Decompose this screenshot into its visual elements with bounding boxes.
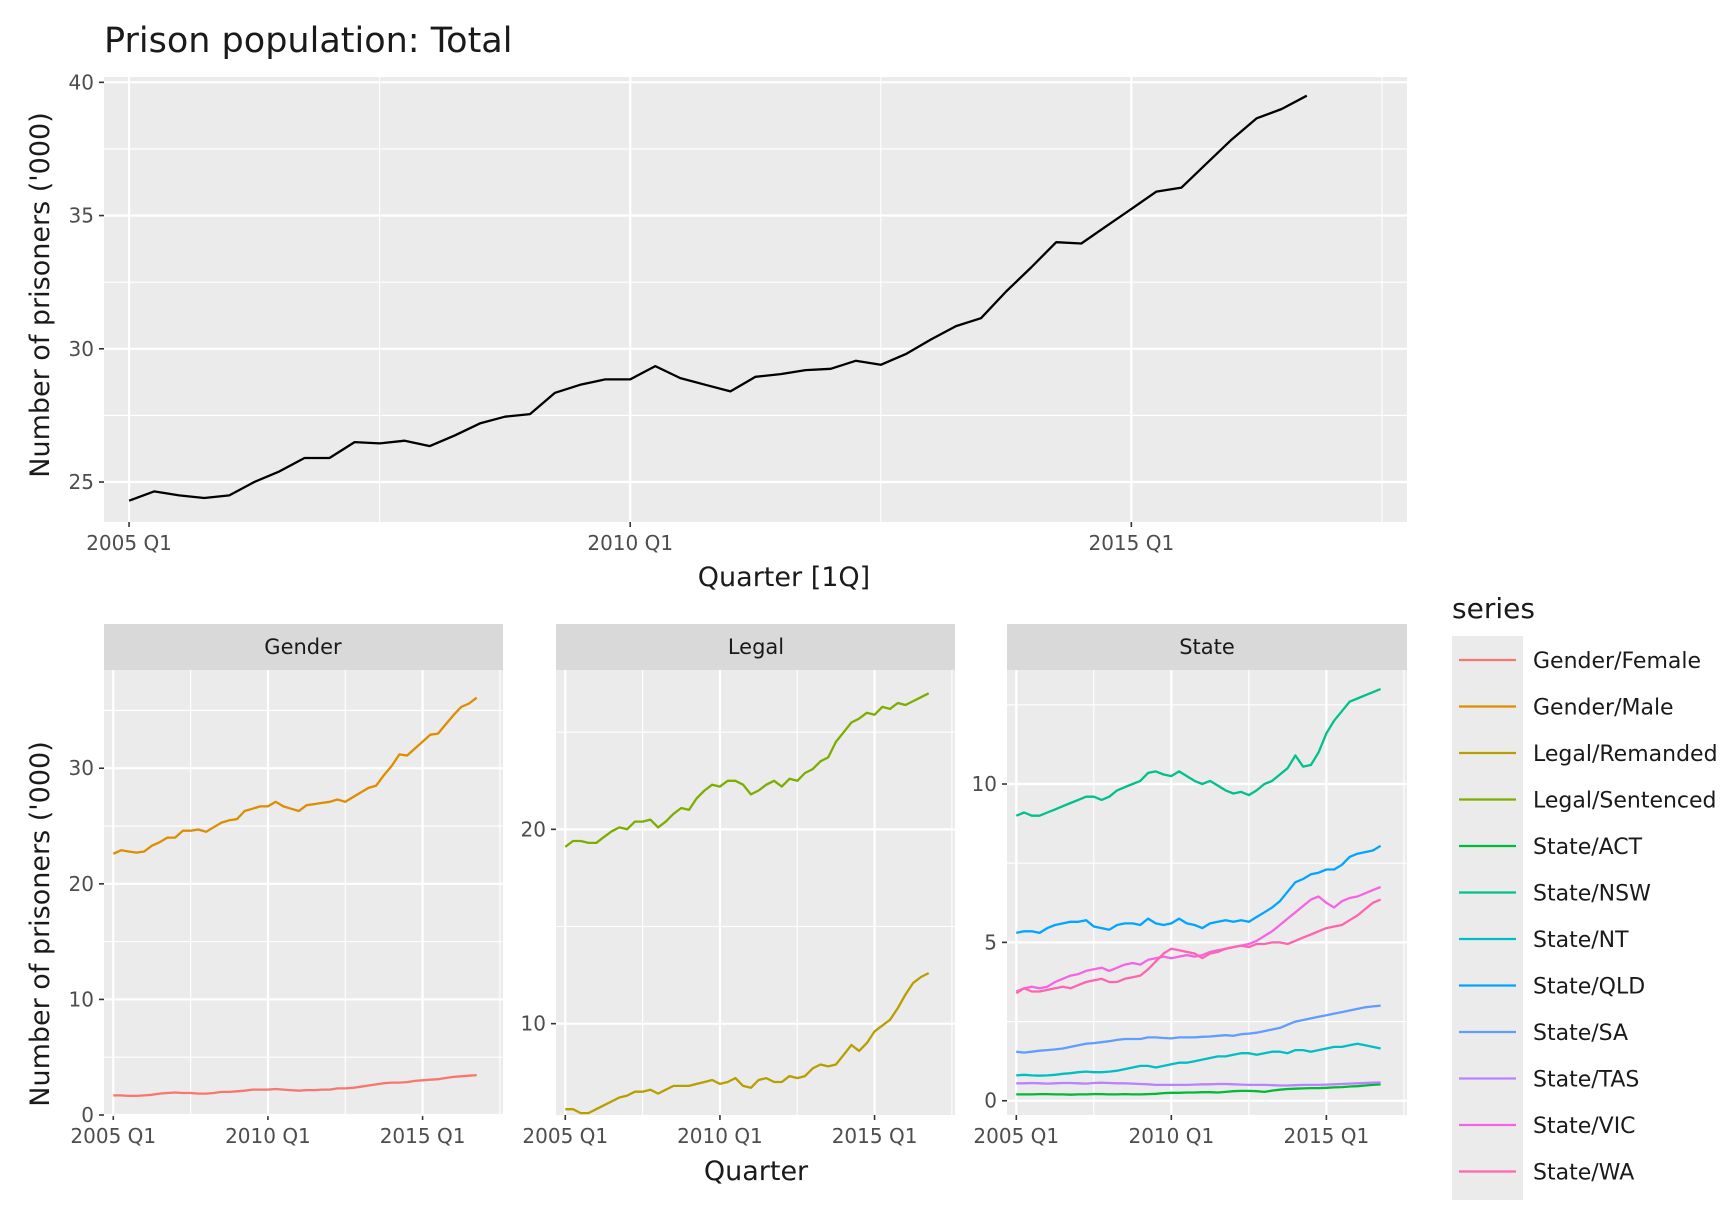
- legal-sentenced-legend-label: Legal/Sentenced: [1533, 789, 1717, 814]
- total-panel: 2005 Q1 2010 Q1 2015 Q1 25 30 35 40: [69, 70, 1407, 555]
- state-x-tick-label: 2015 Q1: [1284, 1124, 1370, 1148]
- total-y-tick-label: 35: [69, 204, 94, 228]
- state-strip: [1007, 624, 1407, 670]
- gender-x-tick-label: 2010 Q1: [225, 1124, 311, 1148]
- state-x-tick-label: 2010 Q1: [1128, 1124, 1214, 1148]
- state-sa-legend-label: State/SA: [1533, 1021, 1628, 1046]
- state-qld-series-line: [1016, 844, 1382, 935]
- legal-strip: [556, 624, 955, 670]
- legal-x-tick-label: 2005 Q1: [522, 1124, 608, 1148]
- gender-x-tick-label: 2005 Q1: [70, 1124, 156, 1148]
- gender-strip: [104, 624, 503, 670]
- gender-x-tick-label: 2015 Q1: [380, 1124, 466, 1148]
- gender-y-tick-label: 10: [69, 987, 94, 1011]
- state-nsw-legend-label: State/NSW: [1533, 882, 1651, 907]
- legal-remanded-series-line: [565, 972, 930, 1115]
- bottom-y-axis-title: Number of prisoners ('000): [25, 741, 56, 1106]
- total-x-tick-label: 2005 Q1: [86, 531, 172, 555]
- total-panel-background: [104, 77, 1407, 522]
- legal-sentenced-series-line: [564, 692, 930, 848]
- gender-female-legend-label: Gender/Female: [1533, 649, 1701, 674]
- legal-y-tick-label: 10: [521, 1012, 546, 1036]
- gender-panel-background: [104, 670, 503, 1115]
- legal-strip-label: Legal: [728, 635, 784, 659]
- legal-y-tick-label: 20: [521, 817, 546, 841]
- legal-x-tick-label: 2010 Q1: [677, 1124, 763, 1148]
- bottom-x-axis-title: Quarter: [704, 1156, 809, 1187]
- legal-panel-background: [556, 670, 955, 1115]
- series-legend: series Gender/Female Gender/Male Legal/Rem…: [1452, 592, 1718, 1200]
- legal-remanded-legend-label: Legal/Remanded: [1533, 742, 1718, 767]
- state-vic-legend-label: State/VIC: [1533, 1114, 1636, 1139]
- total-x-tick-label: 2010 Q1: [587, 531, 673, 555]
- total-y-tick-label: 30: [69, 337, 94, 361]
- state-nsw-series-line: [1015, 687, 1382, 817]
- gender-panel: 2005 Q1 2010 Q1 2015 Q1 0 10 20 30: [69, 670, 503, 1148]
- state-wa-legend-label: State/WA: [1533, 1161, 1634, 1186]
- state-act-series-line: [1016, 1083, 1381, 1096]
- total-y-tick-label: 40: [69, 70, 94, 94]
- state-act-legend-label: State/ACT: [1533, 835, 1643, 860]
- gender-y-tick-label: 20: [69, 872, 94, 896]
- total-y-tick-label: 25: [69, 470, 94, 494]
- state-wa-series-line: [1015, 898, 1382, 995]
- state-nt-legend-label: State/NT: [1533, 928, 1629, 953]
- state-strip-label: State: [1179, 635, 1235, 659]
- state-tas-series-line: [1016, 1081, 1381, 1087]
- state-y-tick-label: 0: [984, 1089, 997, 1113]
- gender-y-tick-label: 0: [81, 1103, 94, 1127]
- gender-female-series-line: [113, 1073, 477, 1098]
- total-x-tick-label: 2015 Q1: [1088, 531, 1174, 555]
- state-y-tick-label: 10: [972, 772, 997, 796]
- legal-panel: 2005 Q1 2010 Q1 2015 Q1 10 20: [521, 670, 955, 1148]
- state-panel-background: [1007, 670, 1407, 1115]
- state-panel: 2005 Q1 2010 Q1 2015 Q1 0 5 10: [972, 670, 1407, 1148]
- state-tas-legend-label: State/TAS: [1533, 1068, 1639, 1093]
- state-x-tick-label: 2005 Q1: [973, 1124, 1059, 1148]
- state-nt-series-line: [1016, 1042, 1381, 1077]
- gender-male-legend-label: Gender/Male: [1533, 696, 1674, 721]
- state-sa-series-line: [1016, 1004, 1381, 1054]
- legend-title: series: [1452, 592, 1535, 625]
- top-y-axis-title: Number of prisoners ('000): [25, 112, 56, 477]
- legal-x-tick-label: 2015 Q1: [832, 1124, 918, 1148]
- state-qld-legend-label: State/QLD: [1533, 975, 1645, 1000]
- gender-male-series-line: [112, 696, 478, 855]
- gender-y-tick-label: 30: [69, 756, 94, 780]
- legend-key-background: [1452, 636, 1523, 1200]
- state-y-tick-label: 5: [984, 930, 997, 954]
- gender-strip-label: Gender: [264, 635, 342, 659]
- total-series-line: [128, 94, 1308, 502]
- chart-title: Prison population: Total: [104, 21, 512, 61]
- top-x-axis-title: Quarter [1Q]: [698, 562, 870, 593]
